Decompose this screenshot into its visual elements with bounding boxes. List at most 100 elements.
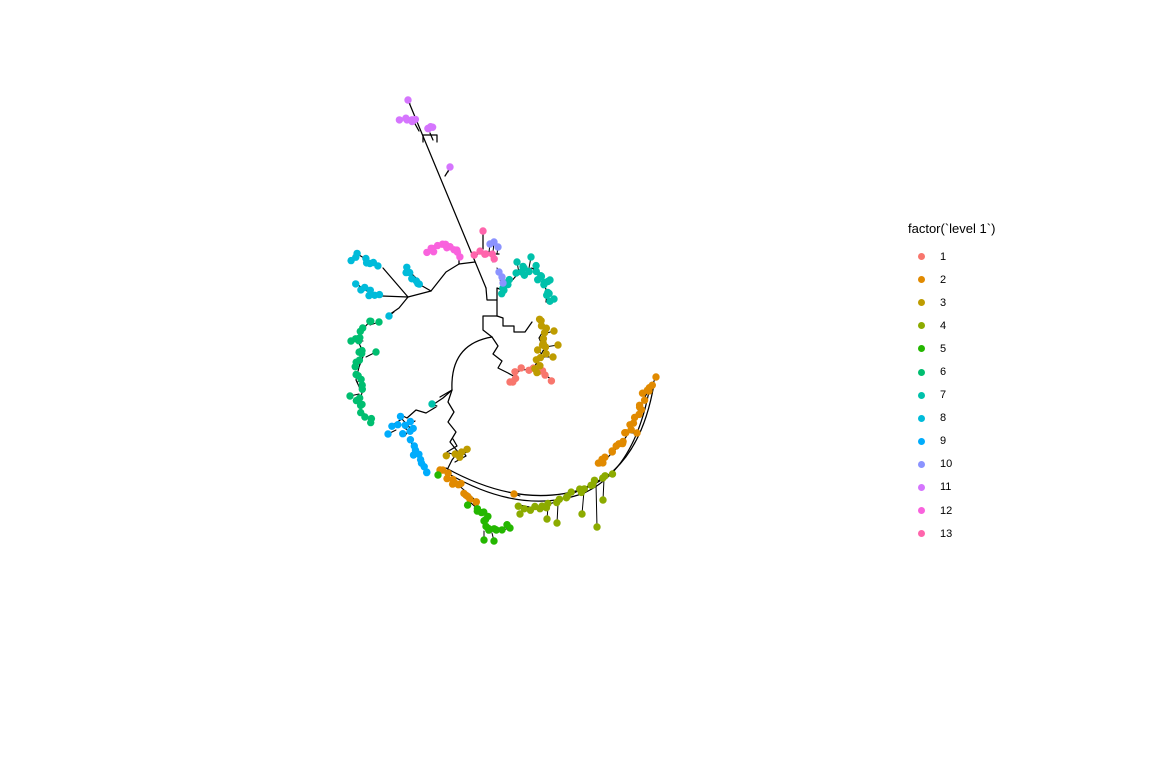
tip-dot xyxy=(533,346,542,354)
legend-dot-icon xyxy=(918,345,925,353)
tip-dot xyxy=(537,272,546,281)
tip-dot xyxy=(355,337,363,345)
tip-dot xyxy=(525,267,533,276)
tip-dot xyxy=(494,243,502,251)
tip-dot xyxy=(395,116,404,124)
legend-items: 1 2 3 4 5 6 7 8 9 10 11 12 13 xyxy=(908,245,995,545)
tip-dot xyxy=(580,485,588,493)
legend-item-label: 6 xyxy=(940,366,947,379)
tip-dot xyxy=(635,401,644,409)
tip-dot xyxy=(546,276,554,284)
tree-branch xyxy=(416,263,460,292)
legend-item-8: 8 xyxy=(908,407,995,430)
legend-item-label: 12 xyxy=(940,504,953,517)
legend-item-9: 9 xyxy=(908,430,995,453)
tip-dot xyxy=(466,495,474,503)
tip-dot xyxy=(358,385,366,393)
tip-dot xyxy=(492,526,500,534)
cluster-6-tips xyxy=(346,317,383,427)
tip-dot xyxy=(490,255,498,263)
tip-dot xyxy=(555,495,564,503)
tip-dot xyxy=(550,295,558,303)
legend-item-label: 1 xyxy=(940,250,947,263)
tip-dot xyxy=(540,329,549,337)
cluster-8-tips xyxy=(347,249,423,320)
tip-dot xyxy=(406,268,414,277)
legend-item-1: 1 xyxy=(908,245,995,268)
tip-dot xyxy=(519,262,527,271)
tip-dot xyxy=(402,114,410,122)
legend-dot-icon xyxy=(918,460,925,468)
tree-branch xyxy=(382,267,409,298)
tip-dot xyxy=(543,515,551,523)
cluster-2-tips xyxy=(436,373,660,506)
tree-branch xyxy=(429,132,434,141)
tip-dot xyxy=(599,496,607,504)
legend-item-label: 10 xyxy=(940,458,953,471)
tip-dot xyxy=(406,417,415,426)
tip-dot xyxy=(463,445,471,453)
tip-dot xyxy=(544,499,552,508)
legend-dot-icon xyxy=(918,507,925,515)
legend-dot-icon xyxy=(918,299,925,307)
tip-dot xyxy=(619,437,627,446)
tip-dot xyxy=(351,363,359,371)
tip-dot xyxy=(384,430,392,438)
tip-dot xyxy=(361,283,369,292)
tip-dot xyxy=(399,430,407,438)
tip-dot xyxy=(601,472,609,480)
tip-dot xyxy=(388,422,396,430)
legend-item-label: 11 xyxy=(940,481,952,494)
tip-dot xyxy=(516,510,524,518)
tip-dot xyxy=(543,291,551,299)
tip-dot xyxy=(428,123,437,131)
tip-dot xyxy=(517,364,525,372)
tip-dot xyxy=(633,429,641,437)
tip-dot xyxy=(472,498,480,506)
cluster-5-tips xyxy=(434,471,514,545)
tip-dot xyxy=(498,273,506,281)
legend-item-11: 11 xyxy=(908,476,995,499)
legend-item-7: 7 xyxy=(908,384,995,407)
tip-dot xyxy=(510,490,518,498)
tip-dot xyxy=(453,246,461,254)
legend-dot-icon xyxy=(918,276,925,284)
legend-dot-icon xyxy=(918,368,925,376)
tip-dot xyxy=(629,419,638,427)
tip-dot xyxy=(367,317,375,325)
legend-item-4: 4 xyxy=(908,314,995,337)
tree-branch xyxy=(439,389,453,398)
tip-dot xyxy=(396,412,405,421)
legend-item-label: 7 xyxy=(940,389,947,402)
tip-dot xyxy=(590,476,599,484)
tree-branch xyxy=(407,290,432,298)
tip-dot xyxy=(406,436,415,444)
tip-dot xyxy=(358,349,366,358)
tip-dot xyxy=(406,427,414,435)
legend-dot-icon xyxy=(918,414,925,422)
tip-dot xyxy=(511,374,520,383)
tip-dot xyxy=(385,312,393,320)
tip-dot xyxy=(540,281,548,289)
tip-dot xyxy=(423,468,431,477)
tip-dot xyxy=(505,275,513,284)
tree-branch xyxy=(482,315,498,338)
tip-dot xyxy=(511,368,519,376)
legend-item-13: 13 xyxy=(908,522,995,545)
tip-dot xyxy=(375,318,383,326)
tip-dot xyxy=(554,341,562,349)
tip-dot xyxy=(490,238,498,246)
tip-dot xyxy=(550,327,558,335)
cluster-12-tips xyxy=(423,240,464,261)
cluster-10-tips xyxy=(486,238,507,287)
tip-dot xyxy=(549,353,557,361)
tip-dot xyxy=(648,381,656,389)
tip-dot xyxy=(352,280,360,288)
tip-dot xyxy=(608,447,616,455)
tip-dot xyxy=(454,481,463,489)
tree-branch xyxy=(398,406,437,419)
legend: factor(`level 1`) 1 2 3 4 5 6 7 8 9 10 11 12 13 xyxy=(908,221,995,545)
tip-dot xyxy=(547,377,556,385)
tip-dot xyxy=(444,469,452,477)
